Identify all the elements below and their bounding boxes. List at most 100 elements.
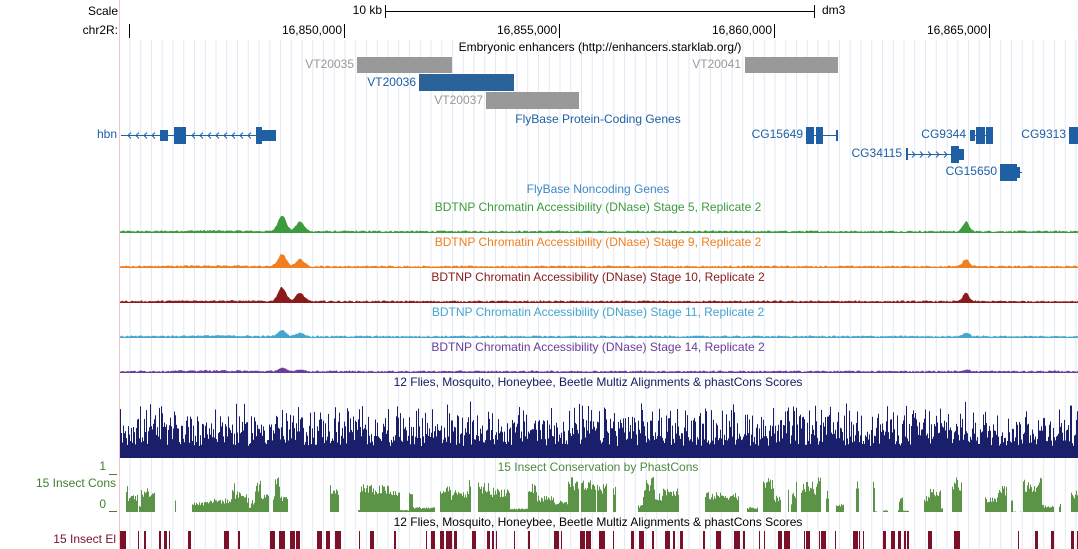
- element: [804, 531, 805, 549]
- element: [238, 531, 240, 549]
- signal: [120, 215, 1078, 232]
- element: [492, 531, 494, 549]
- track-title: BDTNP Chromatin Accessibility (DNase) St…: [431, 270, 765, 284]
- element: [680, 531, 683, 549]
- signal: [120, 329, 1078, 337]
- element: [359, 531, 360, 549]
- arrow: [215, 132, 220, 139]
- element: [778, 531, 782, 549]
- arrow: [231, 132, 236, 139]
- element: [883, 531, 886, 549]
- gene[interactable]: [121, 127, 276, 144]
- gene[interactable]: [806, 127, 838, 144]
- element: [144, 531, 146, 549]
- enhancer[interactable]: [357, 57, 452, 73]
- enhancer-label[interactable]: VT20036: [367, 75, 416, 89]
- gene[interactable]: [1000, 164, 1022, 181]
- arrow: [151, 132, 156, 139]
- scale-label: Scale: [88, 4, 118, 18]
- element: [159, 531, 161, 549]
- element: [1018, 531, 1019, 549]
- gene-label[interactable]: CG15650: [946, 164, 998, 178]
- signals: [120, 215, 1078, 549]
- arrow: [199, 132, 204, 139]
- side-label: 15 Insect Cons: [36, 476, 116, 490]
- element: [496, 531, 497, 549]
- exon: [262, 130, 276, 141]
- enhancer-label[interactable]: VT20041: [692, 57, 741, 71]
- arrow: [935, 151, 940, 158]
- arrow: [135, 132, 140, 139]
- assembly: dm3: [822, 3, 846, 17]
- exon: [976, 127, 985, 144]
- element: [224, 531, 229, 549]
- arrow: [943, 151, 948, 158]
- arrow: [927, 151, 932, 158]
- exon: [836, 130, 838, 141]
- element: [639, 531, 644, 549]
- gene-label[interactable]: CG9344: [921, 127, 966, 141]
- element: [716, 531, 721, 549]
- element: [440, 531, 444, 549]
- track-title: BDTNP Chromatin Accessibility (DNase) St…: [431, 340, 765, 354]
- conservation-bars: [120, 401, 1078, 458]
- element: [188, 531, 191, 549]
- element: [954, 531, 960, 549]
- element: [528, 531, 530, 549]
- track-title: 15 Insect Conservation by PhastCons: [498, 460, 699, 474]
- element: [898, 531, 901, 549]
- chromosome: chr2R:: [83, 23, 118, 37]
- track-title: FlyBase Noncoding Genes: [527, 182, 670, 196]
- element: [928, 531, 932, 549]
- element: [734, 531, 740, 549]
- exon: [160, 130, 168, 141]
- arrow: [247, 132, 252, 139]
- element: [335, 531, 341, 549]
- exon: [986, 127, 993, 144]
- element: [665, 531, 670, 549]
- enhancer[interactable]: [745, 57, 838, 73]
- exon: [806, 127, 814, 144]
- gene-label[interactable]: CG34115: [852, 146, 903, 160]
- enhancer-label[interactable]: VT20035: [305, 57, 354, 71]
- arrow: [223, 132, 228, 139]
- enhancer-label[interactable]: VT20037: [434, 93, 483, 107]
- element: [296, 531, 300, 549]
- track-title: FlyBase Protein-Coding Genes: [515, 112, 680, 126]
- axis-label: 0: [99, 497, 106, 511]
- position-label: 16,855,000: [497, 23, 557, 37]
- element: [784, 531, 790, 549]
- exon: [1017, 167, 1020, 178]
- gene[interactable]: [1069, 127, 1078, 144]
- element: [631, 531, 634, 549]
- enhancer[interactable]: [486, 92, 579, 109]
- element: [1035, 531, 1038, 549]
- element: [586, 531, 591, 549]
- exon: [959, 149, 964, 160]
- track-title: BDTNP Chromatin Accessibility (DNase) St…: [435, 235, 762, 249]
- enhancer[interactable]: [419, 74, 514, 91]
- phastcons-bars: [126, 477, 1078, 512]
- element: [613, 531, 614, 549]
- gene-label[interactable]: CG9313: [1021, 127, 1066, 141]
- element: [279, 531, 285, 549]
- gene-label[interactable]: hbn: [97, 127, 117, 141]
- exon: [256, 127, 262, 144]
- track-title: Embryonic enhancers (http://enhancers.st…: [459, 40, 742, 54]
- gene[interactable]: [970, 127, 993, 144]
- element: [703, 531, 705, 549]
- track-title: 12 Flies, Mosquito, Honeybee, Beetle Mul…: [394, 515, 803, 529]
- element: [326, 531, 330, 549]
- element: [487, 531, 490, 549]
- element: [317, 531, 322, 549]
- element: [853, 531, 858, 549]
- element: [835, 531, 836, 549]
- element: [764, 531, 765, 549]
- strand-arrows: [911, 151, 948, 158]
- gene-label[interactable]: CG15649: [752, 127, 804, 141]
- element: [743, 531, 745, 549]
- element: [290, 531, 295, 549]
- element: [514, 531, 515, 549]
- element: [120, 531, 126, 549]
- strand-arrows: [127, 132, 252, 139]
